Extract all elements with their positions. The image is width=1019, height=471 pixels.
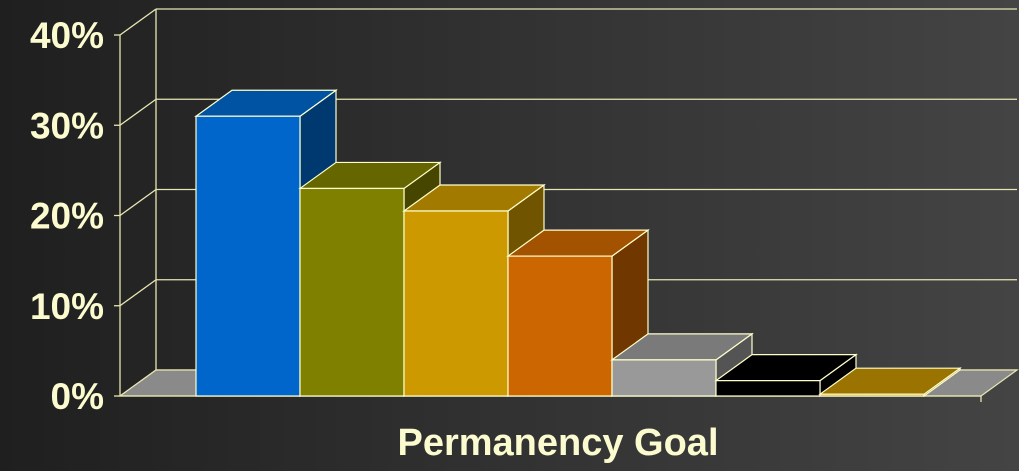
y-tick-label: 20% bbox=[30, 196, 104, 237]
bar bbox=[818, 367, 962, 398]
bar-front bbox=[195, 115, 301, 397]
y-tick-label: 40% bbox=[30, 15, 104, 56]
bar-front bbox=[715, 380, 821, 397]
y-tick-label: 0% bbox=[51, 376, 104, 417]
side-gridline bbox=[119, 98, 157, 126]
side-gridline bbox=[119, 188, 157, 217]
bar-front bbox=[403, 210, 509, 397]
bar-front bbox=[819, 393, 925, 397]
y-tick-label: 30% bbox=[30, 105, 104, 146]
tick-layer: 0% 10% 20% 30% 40% bbox=[30, 15, 104, 417]
side-gridline bbox=[119, 8, 157, 36]
bar-front bbox=[299, 187, 405, 397]
x-axis-title: Permanency Goal bbox=[397, 422, 718, 464]
y-tick-label: 10% bbox=[30, 286, 104, 327]
side-gridline bbox=[119, 279, 157, 307]
bar bbox=[714, 353, 858, 398]
bar-front bbox=[507, 255, 613, 397]
bar-front bbox=[611, 359, 717, 397]
bar-layer bbox=[194, 89, 962, 398]
